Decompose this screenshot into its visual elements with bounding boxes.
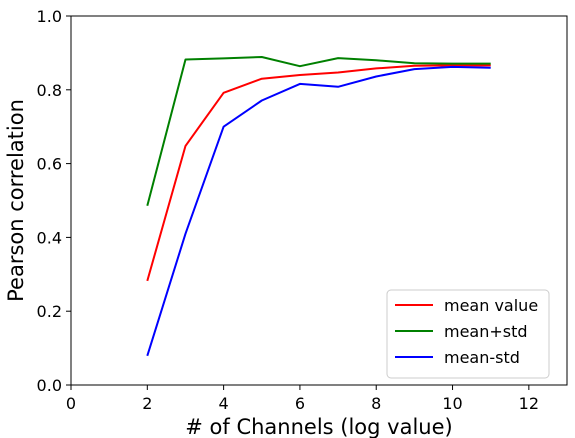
x-tick-label: 0 xyxy=(66,394,76,413)
x-axis-label: # of Channels (log value) xyxy=(185,415,452,438)
plot-frame xyxy=(70,15,568,386)
plot-area-border xyxy=(70,15,568,386)
series-line-mean-std xyxy=(146,56,491,206)
x-tick-label: 2 xyxy=(142,394,152,413)
y-tick-label: 0.0 xyxy=(37,376,62,395)
x-tick-label: 12 xyxy=(519,394,539,413)
y-tick-label: 1.0 xyxy=(37,7,62,26)
y-tick-label: 0.6 xyxy=(37,155,62,174)
series-group xyxy=(146,56,491,357)
legend: mean value mean+std mean-std xyxy=(386,289,550,379)
y-tick-label: 0.4 xyxy=(37,228,62,247)
legend-label: mean+std xyxy=(444,322,528,341)
x-tick-label: 4 xyxy=(219,394,229,413)
axes: 0 2 4 6 8 10 12 0.0 0.2 0.4 0.6 0.8 1.0 # of Channels… xyxy=(4,7,539,438)
legend-label: mean value xyxy=(444,296,538,315)
legend-label: mean-std xyxy=(444,348,520,367)
x-tick-label: 6 xyxy=(295,394,305,413)
x-tick-label: 8 xyxy=(371,394,381,413)
y-tick-label: 0.8 xyxy=(37,81,62,100)
y-tick-label: 0.2 xyxy=(37,302,62,321)
y-axis-label: Pearson correlation xyxy=(4,99,28,302)
series-line-mean-std xyxy=(146,65,491,357)
series-line-mean-value xyxy=(146,64,491,282)
x-tick-label: 10 xyxy=(442,394,462,413)
